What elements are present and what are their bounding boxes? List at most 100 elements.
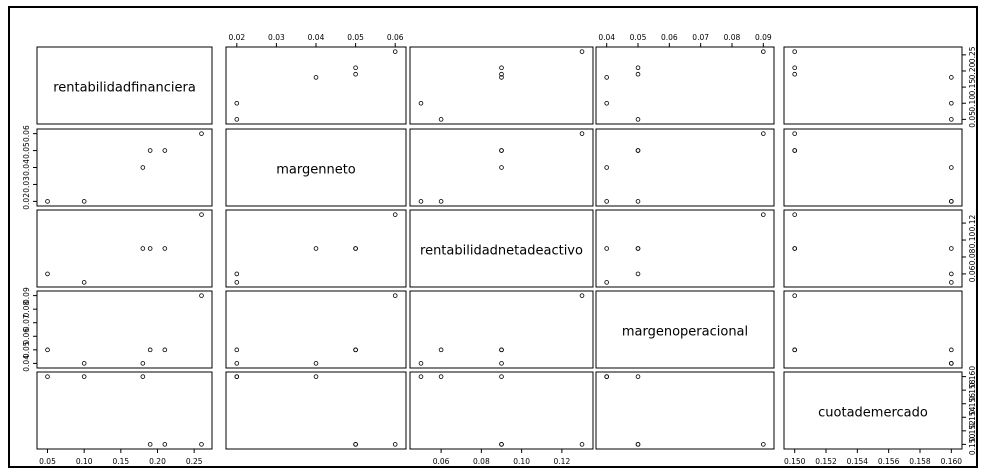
panel-0-0 [36, 46, 213, 125]
data-point-rentabilidadfinanciera-vs-rentabilidadnetadeactivo [147, 246, 153, 251]
y-tick-label-rentabilidadfinanciera: 0.25 [968, 46, 977, 63]
data-point-rentabilidadnetadeactivo-vs-cuotademercado [579, 442, 585, 447]
data-point-rentabilidadnetadeactivo-vs-rentabilidadfinanciera [579, 49, 585, 54]
data-point-rentabilidadnetadeactivo-vs-margenneto [499, 165, 504, 170]
x-tick-label-margenoperacional: 0.07 [692, 33, 709, 42]
data-point-cuotademercado-vs-margenneto [949, 199, 954, 204]
y-tick-label-rentabilidadnetadeactivo: 0.06 [968, 265, 977, 282]
data-point-rentabilidadnetadeactivo-vs-margenneto [418, 199, 424, 204]
data-point-rentabilidadfinanciera-vs-margenoperacional [45, 347, 50, 353]
data-point-rentabilidadnetadeactivo-vs-margenoperacional [418, 361, 424, 366]
panel-1-3 [595, 128, 775, 207]
y-tick-label-cuotademercado: 0.152 [968, 420, 977, 442]
data-point-rentabilidadnetadeactivo-vs-margenoperacional [438, 347, 444, 353]
x-tick-label-margenneto: 0.02 [228, 33, 245, 42]
y-tick-label-margenoperacional: 0.09 [22, 287, 31, 304]
data-point-rentabilidadnetadeactivo-vs-margenneto [499, 148, 504, 153]
data-point-margenoperacional-vs-rentabilidadnetadeactivo [635, 246, 641, 251]
data-point-margenneto-vs-rentabilidadnetadeactivo [392, 212, 398, 217]
panel-0-2 [409, 46, 594, 125]
data-point-margenoperacional-vs-rentabilidadnetadeactivo [761, 212, 766, 217]
chart-frame [8, 6, 978, 468]
panel-3-1 [225, 290, 407, 369]
data-point-rentabilidadfinanciera-vs-rentabilidadnetadeactivo [140, 246, 146, 251]
panel-3-0 [36, 290, 213, 369]
x-tick-label-rentabilidadnetadeactivo: 0.12 [554, 457, 571, 466]
panel-0-1 [225, 46, 407, 125]
data-point-cuotademercado-vs-margenneto [792, 148, 797, 153]
y-tick-label-margenneto: 0.06 [22, 125, 31, 142]
data-point-rentabilidadfinanciera-vs-margenneto [147, 148, 153, 153]
data-point-rentabilidadnetadeactivo-vs-rentabilidadfinanciera [438, 117, 444, 122]
panel-3-2 [409, 290, 594, 369]
y-tick-label-cuotademercado: 0.158 [968, 379, 977, 401]
data-point-margenneto-vs-cuotademercado [392, 442, 398, 447]
x-tick-label-margenneto: 0.05 [347, 33, 364, 42]
data-point-margenoperacional-vs-cuotademercado [635, 374, 641, 379]
y-tick-label-margenneto: 0.02 [22, 193, 31, 210]
data-point-margenoperacional-vs-margenneto [635, 148, 641, 153]
data-point-rentabilidadfinanciera-vs-margenneto [162, 148, 168, 153]
data-point-margenneto-vs-cuotademercado [353, 442, 358, 447]
data-point-margenoperacional-vs-rentabilidadfinanciera [635, 65, 641, 71]
data-point-rentabilidadnetadeactivo-vs-cuotademercado [499, 374, 504, 379]
x-tick-label-rentabilidadfinanciera: 0.10 [76, 457, 93, 466]
y-tick-label-cuotademercado: 0.160 [968, 366, 977, 388]
y-tick-label-rentabilidadnetadeactivo: 0.12 [968, 215, 977, 232]
y-tick-label-cuotademercado: 0.150 [968, 433, 977, 455]
x-tick-label-margenoperacional: 0.08 [724, 33, 741, 42]
x-tick-label-margenneto: 0.04 [308, 33, 325, 42]
data-point-cuotademercado-vs-rentabilidadfinanciera [949, 100, 954, 106]
data-point-rentabilidadnetadeactivo-vs-cuotademercado [418, 374, 424, 379]
y-tick-label-margenoperacional: 0.05 [22, 341, 31, 358]
data-point-margenoperacional-vs-rentabilidadfinanciera [604, 100, 609, 106]
panel-1-1 [225, 128, 407, 207]
x-tick-label-cuotademercado: 0.150 [784, 457, 806, 466]
data-point-margenoperacional-vs-rentabilidadnetadeactivo [635, 271, 641, 277]
x-tick-label-cuotademercado: 0.154 [847, 457, 869, 466]
data-point-rentabilidadfinanciera-vs-margenoperacional [199, 293, 204, 298]
variable-label-rentabilidadfinanciera: rentabilidadfinanciera [53, 81, 196, 96]
data-point-rentabilidadfinanciera-vs-cuotademercado [45, 374, 50, 379]
data-point-margenneto-vs-rentabilidadfinanciera [234, 100, 240, 106]
data-point-margenneto-vs-rentabilidadnetadeactivo [234, 271, 240, 277]
data-point-cuotademercado-vs-rentabilidadnetadeactivo [949, 246, 954, 251]
data-point-rentabilidadfinanciera-vs-margenoperacional [162, 347, 168, 353]
data-point-rentabilidadnetadeactivo-vs-margenneto [438, 199, 444, 204]
data-point-cuotademercado-vs-rentabilidadnetadeactivo [949, 271, 954, 277]
data-point-rentabilidadfinanciera-vs-margenneto [81, 199, 87, 204]
data-point-cuotademercado-vs-margenoperacional [792, 347, 797, 353]
data-point-cuotademercado-vs-rentabilidadnetadeactivo [792, 246, 797, 251]
y-tick-label-margenoperacional: 0.04 [22, 355, 31, 372]
x-tick-label-rentabilidadfinanciera: 0.25 [186, 457, 203, 466]
variable-label-margenoperacional: margenoperacional [622, 325, 748, 340]
data-point-rentabilidadfinanciera-vs-margenoperacional [147, 347, 153, 353]
data-point-rentabilidadnetadeactivo-vs-margenneto [579, 131, 585, 136]
data-point-margenneto-vs-rentabilidadnetadeactivo [353, 246, 358, 251]
data-point-rentabilidadfinanciera-vs-margenoperacional [140, 361, 146, 366]
data-point-rentabilidadnetadeactivo-vs-rentabilidadfinanciera [499, 65, 504, 71]
data-point-margenoperacional-vs-cuotademercado [761, 442, 766, 447]
x-tick-label-margenoperacional: 0.04 [598, 33, 615, 42]
y-tick-label-cuotademercado: 0.154 [968, 406, 977, 428]
panel-2-4 [783, 209, 963, 288]
data-point-margenoperacional-vs-rentabilidadnetadeactivo [604, 246, 609, 251]
data-point-rentabilidadfinanciera-vs-margenneto [199, 131, 204, 136]
x-tick-label-cuotademercado: 0.156 [878, 457, 900, 466]
data-point-cuotademercado-vs-rentabilidadfinanciera [949, 75, 954, 80]
data-point-rentabilidadfinanciera-vs-cuotademercado [140, 374, 146, 379]
data-point-cuotademercado-vs-rentabilidadfinanciera [949, 117, 954, 122]
x-tick-label-cuotademercado: 0.160 [941, 457, 963, 466]
data-point-rentabilidadnetadeactivo-vs-rentabilidadfinanciera [499, 71, 504, 77]
y-tick-label-margenoperacional: 0.07 [22, 314, 31, 331]
panel-1-4 [783, 128, 963, 207]
x-tick-label-rentabilidadnetadeactivo: 0.06 [433, 457, 450, 466]
panel-3-4 [783, 290, 963, 369]
data-point-margenneto-vs-margenoperacional [313, 361, 319, 366]
x-tick-label-rentabilidadnetadeactivo: 0.10 [513, 457, 530, 466]
data-point-rentabilidadfinanciera-vs-margenoperacional [81, 361, 87, 366]
data-point-margenoperacional-vs-rentabilidadfinanciera [604, 75, 609, 80]
x-tick-label-rentabilidadfinanciera: 0.05 [39, 457, 56, 466]
data-point-margenoperacional-vs-cuotademercado [635, 442, 641, 447]
